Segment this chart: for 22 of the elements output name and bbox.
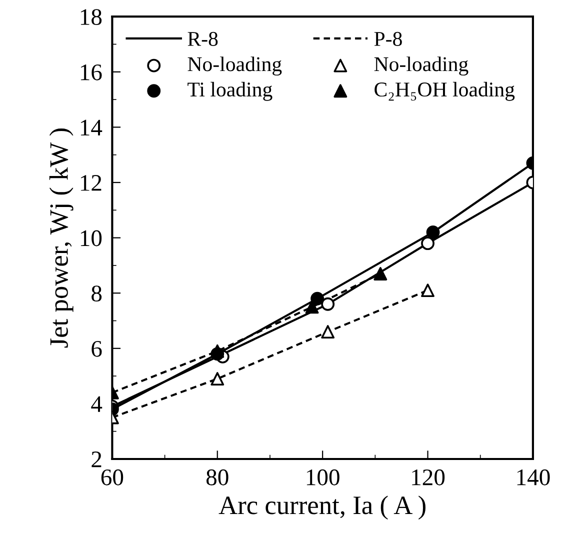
y-axis-title: Jet power, Wj ( kW ) <box>49 128 74 348</box>
y-tick-label: 6 <box>92 340 102 357</box>
x-tick-label: 80 <box>206 469 228 486</box>
legend-label: Ti loading <box>188 82 272 101</box>
x-axis-title: Arc current, Ia ( A ) <box>218 496 426 520</box>
y-tick-label: 12 <box>80 175 102 191</box>
y-tick-label: 18 <box>80 9 102 26</box>
legend-label: No-loading <box>374 56 468 76</box>
y-tick-label: 4 <box>91 396 102 412</box>
y-tick-label: 2 <box>92 452 102 468</box>
y-tick-label: 10 <box>80 230 102 246</box>
y-tick-label: 8 <box>92 286 102 302</box>
x-tick-label: 140 <box>517 469 550 486</box>
y-tick-label: 16 <box>80 64 102 80</box>
legend-label: C₂H₅OH loading <box>374 82 515 101</box>
legend-label: R-8 <box>188 32 218 46</box>
x-tick-label: 60 <box>101 469 124 486</box>
y-tick-label: 14 <box>80 120 102 136</box>
x-tick-label: 120 <box>412 469 445 486</box>
x-tick-label: 100 <box>306 469 340 486</box>
legend-label: No-loading <box>188 56 282 76</box>
legend-label: P-8 <box>374 32 402 46</box>
